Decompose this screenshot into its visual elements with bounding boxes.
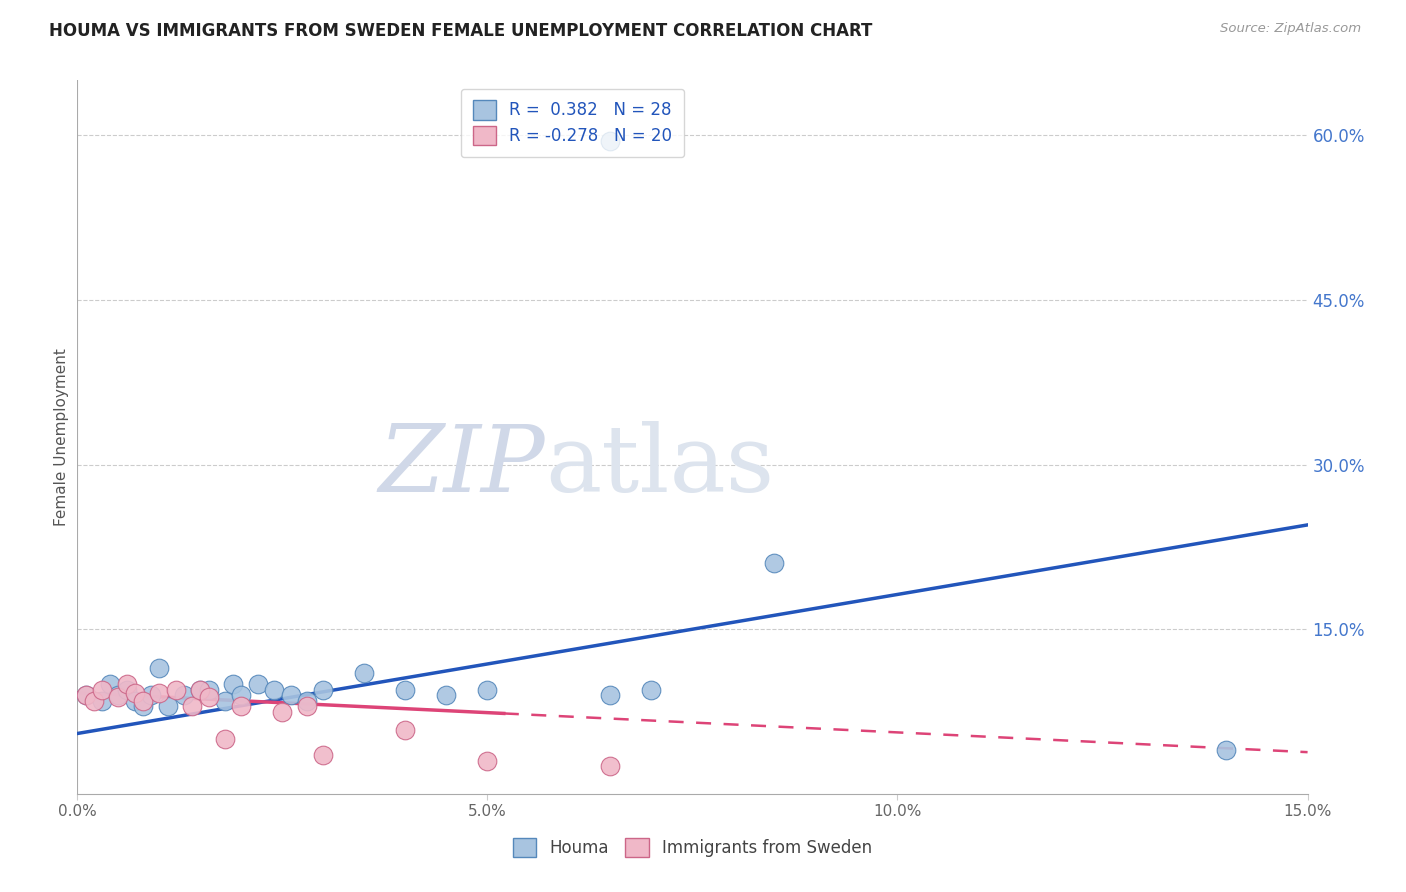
Point — [90, 693, 114, 707]
Point — [214, 693, 236, 707]
Point — [141, 688, 163, 702]
Point — [263, 682, 285, 697]
Point — [477, 754, 499, 768]
Point — [115, 682, 138, 697]
Point — [477, 682, 499, 697]
Y-axis label: Female Unemployment: Female Unemployment — [53, 348, 69, 526]
Text: HOUMA VS IMMIGRANTS FROM SWEDEN FEMALE UNEMPLOYMENT CORRELATION CHART: HOUMA VS IMMIGRANTS FROM SWEDEN FEMALE U… — [49, 22, 873, 40]
Point — [148, 686, 170, 700]
Point — [181, 699, 204, 714]
Point — [599, 688, 621, 702]
Point — [231, 688, 253, 702]
Point — [640, 682, 662, 697]
Point — [83, 693, 105, 707]
Point — [156, 699, 179, 714]
Point — [295, 693, 318, 707]
Point — [132, 693, 155, 707]
Point — [148, 660, 170, 674]
Point — [124, 686, 146, 700]
Point — [115, 677, 138, 691]
Point — [188, 682, 212, 697]
Point — [1215, 743, 1237, 757]
Text: atlas: atlas — [546, 421, 775, 510]
Point — [214, 731, 236, 746]
Point — [763, 557, 786, 571]
Point — [188, 682, 212, 697]
Point — [394, 723, 416, 738]
Point — [222, 677, 245, 691]
Point — [107, 690, 129, 705]
Text: ZIP: ZIP — [378, 421, 546, 510]
Point — [173, 688, 195, 702]
Point — [107, 688, 129, 702]
Point — [271, 705, 294, 719]
Point — [124, 693, 146, 707]
Point — [436, 688, 458, 702]
Point — [394, 682, 416, 697]
Point — [312, 748, 335, 763]
Point — [353, 666, 375, 681]
Point — [246, 677, 269, 691]
Point — [98, 677, 121, 691]
Point — [197, 690, 219, 705]
Point — [312, 682, 335, 697]
Point — [599, 134, 621, 148]
Point — [197, 682, 219, 697]
Point — [599, 759, 621, 773]
Point — [231, 699, 253, 714]
Point — [295, 699, 318, 714]
Text: Source: ZipAtlas.com: Source: ZipAtlas.com — [1220, 22, 1361, 36]
Legend: Houma, Immigrants from Sweden: Houma, Immigrants from Sweden — [506, 831, 879, 864]
Point — [90, 682, 114, 697]
Point — [132, 699, 155, 714]
Point — [280, 688, 302, 702]
Point — [75, 688, 97, 702]
Point — [75, 688, 97, 702]
Point — [165, 682, 187, 697]
